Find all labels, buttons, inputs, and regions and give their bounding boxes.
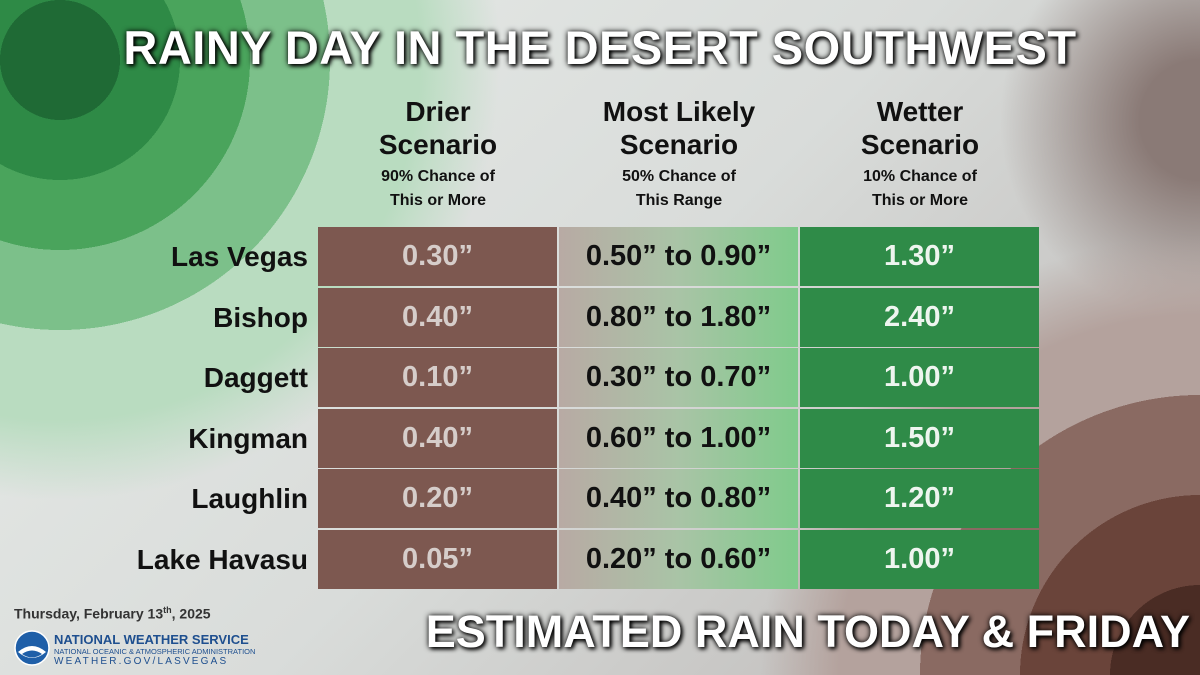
url: WEATHER.GOV/LASVEGAS xyxy=(54,656,229,667)
column-heading: Scenario xyxy=(619,129,739,160)
row-label: Kingman xyxy=(188,422,308,454)
table-cell: 0.30” xyxy=(318,227,557,286)
date-text: Thursday, February 13 xyxy=(14,605,164,622)
row-label: Lake Havasu xyxy=(136,543,308,575)
column-heading: Scenario xyxy=(378,129,498,160)
table-cell: 0.20” xyxy=(318,469,557,528)
date-year: , 2025 xyxy=(171,605,211,622)
table-cell: 0.80” to 1.80” xyxy=(559,287,798,347)
column-subheading-line: 90% Chance of xyxy=(381,168,495,185)
noaa-logo xyxy=(14,630,50,666)
row-label: Bishop xyxy=(213,301,308,333)
table-cell: 0.10” xyxy=(318,348,557,407)
column-heading: Most Likely xyxy=(602,96,756,127)
column-heading: Wetter xyxy=(876,96,964,127)
column-subheading: 50% Chance of This Range xyxy=(559,165,799,213)
subtitle: ESTIMATED RAIN TODAY & FRIDAY xyxy=(425,606,1190,657)
date-sup: th xyxy=(163,605,172,615)
column-header: Most Likely Scenario 50% Chance of This Ran… xyxy=(559,95,799,213)
date: Thursday, February 13th, 2025 xyxy=(14,605,211,622)
row-label: Las Vegas xyxy=(171,241,308,272)
table-cell: 1.50” xyxy=(800,408,1039,468)
column-subheading-line: This or More xyxy=(389,192,486,209)
column-heading: Scenario xyxy=(860,129,980,160)
column-subheading-line: 10% Chance of xyxy=(863,168,977,185)
table-cell: 1.00” xyxy=(800,348,1039,407)
column-subheading-line: This Range xyxy=(635,192,723,209)
row-label: Laughlin xyxy=(191,483,308,514)
table-cell: 1.20” xyxy=(800,469,1039,528)
column-subheading: 90% Chance of This or More xyxy=(318,165,558,213)
column-subheading-line: 50% Chance of xyxy=(622,168,736,185)
agency: NATIONAL WEATHER SERVICE xyxy=(54,632,249,647)
table-cell: 0.05” xyxy=(318,529,557,589)
column-header: Drier Scenario 90% Chance of This or More xyxy=(318,95,558,213)
table-cell: 0.50” to 0.90” xyxy=(559,227,798,286)
column-subheading: 10% Chance of This or More xyxy=(800,165,1040,213)
table-cell: 0.40” xyxy=(318,408,557,468)
table-cell: 1.00” xyxy=(800,529,1039,589)
table-cell: 0.60” to 1.00” xyxy=(559,408,798,468)
table-cell: 0.40” xyxy=(318,287,557,347)
column-heading: Drier xyxy=(405,96,471,127)
table-cell: 0.20” to 0.60” xyxy=(559,529,798,589)
table-cell: 0.30” to 0.70” xyxy=(559,348,798,407)
table-cell: 0.40” to 0.80” xyxy=(559,469,798,528)
table-cell: 1.30” xyxy=(800,227,1039,286)
table-cell: 2.40” xyxy=(800,287,1039,347)
column-subheading-line: This or More xyxy=(871,192,968,209)
row-label: Daggett xyxy=(203,362,308,393)
parent-agency: NATIONAL OCEANIC & ATMOSPHERIC ADMINISTR… xyxy=(54,647,256,656)
column-header: Wetter Scenario 10% Chance of This or More xyxy=(800,95,1040,213)
title: RAINY DAY IN THE DESERT SOUTHWEST xyxy=(123,21,1077,74)
